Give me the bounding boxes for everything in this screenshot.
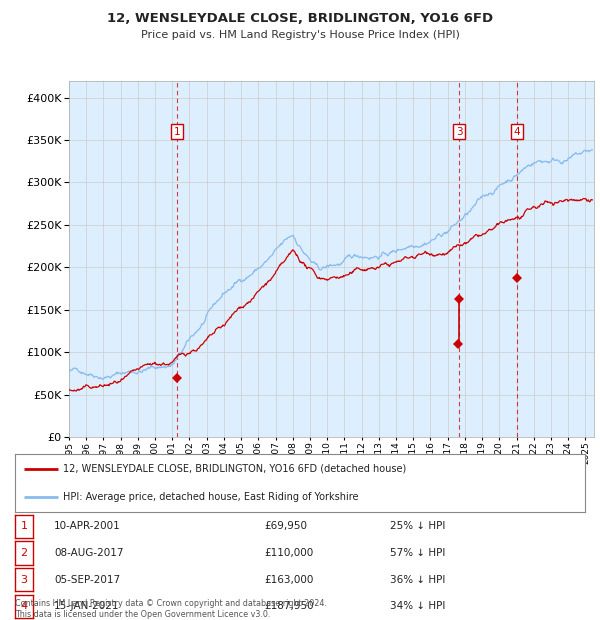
Text: Price paid vs. HM Land Registry's House Price Index (HPI): Price paid vs. HM Land Registry's House … <box>140 30 460 40</box>
Text: 36% ↓ HPI: 36% ↓ HPI <box>390 575 445 585</box>
Text: 15-JAN-2021: 15-JAN-2021 <box>54 601 119 611</box>
Text: 3: 3 <box>20 575 28 585</box>
Text: 10-APR-2001: 10-APR-2001 <box>54 521 121 531</box>
Text: £187,950: £187,950 <box>264 601 314 611</box>
Text: 34% ↓ HPI: 34% ↓ HPI <box>390 601 445 611</box>
Text: 2: 2 <box>20 548 28 558</box>
Text: 05-SEP-2017: 05-SEP-2017 <box>54 575 120 585</box>
Text: 12, WENSLEYDALE CLOSE, BRIDLINGTON, YO16 6FD (detached house): 12, WENSLEYDALE CLOSE, BRIDLINGTON, YO16… <box>64 464 407 474</box>
Text: 25% ↓ HPI: 25% ↓ HPI <box>390 521 445 531</box>
Text: 1: 1 <box>174 126 181 136</box>
Text: £163,000: £163,000 <box>264 575 313 585</box>
Text: 4: 4 <box>514 126 521 136</box>
Text: Contains HM Land Registry data © Crown copyright and database right 2024.
This d: Contains HM Land Registry data © Crown c… <box>15 600 327 619</box>
Text: £110,000: £110,000 <box>264 548 313 558</box>
Text: HPI: Average price, detached house, East Riding of Yorkshire: HPI: Average price, detached house, East… <box>64 492 359 502</box>
Text: 4: 4 <box>20 601 28 611</box>
Text: 3: 3 <box>456 126 463 136</box>
Text: 08-AUG-2017: 08-AUG-2017 <box>54 548 124 558</box>
Text: 57% ↓ HPI: 57% ↓ HPI <box>390 548 445 558</box>
Text: £69,950: £69,950 <box>264 521 307 531</box>
Text: 12, WENSLEYDALE CLOSE, BRIDLINGTON, YO16 6FD: 12, WENSLEYDALE CLOSE, BRIDLINGTON, YO16… <box>107 12 493 25</box>
Text: 1: 1 <box>20 521 28 531</box>
